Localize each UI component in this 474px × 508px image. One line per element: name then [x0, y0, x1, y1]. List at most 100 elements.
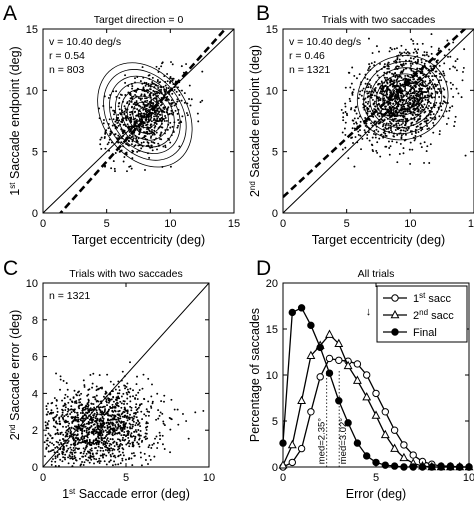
panel-c-point — [89, 417, 92, 420]
panel-c-point — [59, 375, 62, 378]
panel-a-point — [124, 94, 127, 96]
panel-c-point — [95, 409, 98, 412]
panel-a-point — [148, 106, 151, 109]
panel-b-point — [413, 118, 416, 121]
panel-c-point — [91, 432, 94, 435]
panel-c-point — [76, 443, 79, 445]
panel-b-point — [370, 93, 373, 96]
panel-c-point — [108, 419, 111, 422]
panel-b-point — [376, 113, 379, 116]
panel-a-point — [201, 99, 204, 102]
panel-c-point — [112, 455, 115, 458]
panel-b-point — [401, 101, 404, 104]
panel-b-point — [417, 93, 420, 96]
panel-b-contour — [356, 55, 449, 141]
panel-d-marker-circle-open — [391, 294, 399, 302]
panel-c-point — [47, 450, 50, 453]
panel-c-point — [124, 387, 126, 390]
panel-c-point — [94, 430, 96, 433]
panel-a-point — [172, 77, 175, 80]
panel-b-point — [420, 129, 423, 132]
panel-c-point — [88, 426, 91, 429]
panel-c-point — [95, 458, 98, 461]
panel-b-point — [399, 53, 402, 56]
panel-a-point — [139, 80, 142, 83]
panel-b-point — [394, 76, 397, 78]
panel-c-point — [117, 454, 120, 457]
panel-b-point — [400, 106, 403, 109]
panel-c-point — [69, 429, 72, 431]
panel-c-point — [117, 463, 120, 466]
panel-c-point — [128, 422, 131, 425]
panel-b-point — [389, 81, 392, 84]
panel-b-contour — [388, 84, 417, 111]
panel-c-point — [81, 432, 84, 435]
panel-a-point — [141, 114, 144, 117]
panel-a-point — [149, 136, 152, 139]
panel-b-point — [412, 108, 415, 111]
panel-c-point — [62, 405, 65, 407]
panel-a-x-axis-label: Target eccentricity (deg) — [72, 233, 205, 247]
panel-a-point — [148, 156, 151, 159]
panel-c-x-tick-label: 5 — [123, 472, 129, 484]
panel-b-point — [423, 54, 426, 57]
panel-c-point — [104, 429, 107, 432]
panel-c-point — [143, 397, 145, 400]
panel-a-point — [155, 131, 158, 134]
panel-b-point — [417, 118, 420, 121]
panel-b-point — [429, 143, 432, 146]
panel-c-point — [105, 444, 108, 447]
panel-d-marker-circle-filled — [400, 463, 408, 471]
panel-a-point — [199, 101, 202, 104]
panel-a-stat-text: v = 10.40 deg/s — [49, 36, 121, 48]
panel-c-point — [119, 400, 122, 403]
panel-a-point — [113, 167, 116, 170]
panel-c-point — [135, 383, 138, 386]
panel-c-point — [106, 442, 109, 445]
panel-c-point — [62, 456, 65, 459]
panel-b-point — [433, 96, 436, 99]
panel-a-point — [158, 67, 161, 70]
panel-b-point — [368, 105, 371, 108]
panel-b-point — [420, 146, 423, 149]
panel-b-point — [384, 124, 387, 127]
panel-d-marker-triangle-open — [287, 439, 297, 449]
panel-c-point — [130, 409, 133, 412]
panel-b-point — [366, 106, 369, 109]
panel-a-point — [99, 143, 102, 146]
panel-c-point — [72, 442, 75, 445]
panel-b-point — [423, 91, 426, 93]
panel-c-point — [66, 413, 69, 416]
panel-b-point — [402, 118, 404, 121]
panel-b-point — [427, 107, 429, 110]
panel-c-point — [89, 452, 92, 455]
panel-b-point — [438, 72, 441, 75]
panel-c-point — [123, 434, 126, 436]
panel-a-point — [186, 114, 189, 117]
panel-c-point — [89, 407, 92, 410]
panel-b-point — [431, 75, 434, 78]
panel-c-point — [69, 457, 72, 460]
panel-a-point — [124, 74, 127, 77]
panel-c-point — [99, 411, 102, 413]
panel-b-x-axis-label: Target eccentricity (deg) — [312, 233, 445, 247]
panel-c-y-tick-label: 6 — [32, 352, 38, 364]
panel-a-point — [123, 156, 126, 158]
panel-a-point — [173, 104, 176, 107]
panel-b-point — [406, 97, 409, 100]
panel-b-point — [373, 89, 376, 92]
panel-c-point — [76, 416, 79, 419]
panel-b-point — [357, 130, 360, 133]
panel-c-point — [157, 409, 160, 412]
panel-b-point — [362, 87, 365, 90]
panel-c-point — [187, 437, 190, 440]
panel-b-point — [371, 148, 374, 151]
panel-c-point — [103, 405, 106, 408]
panel-b-point — [416, 100, 418, 103]
panel-c-point — [139, 430, 142, 432]
panel-c-point — [90, 449, 93, 452]
panel-b-point — [375, 128, 378, 131]
panel-c-point — [103, 460, 106, 463]
panel-c-point — [67, 430, 70, 433]
panel-c-point — [85, 416, 88, 418]
